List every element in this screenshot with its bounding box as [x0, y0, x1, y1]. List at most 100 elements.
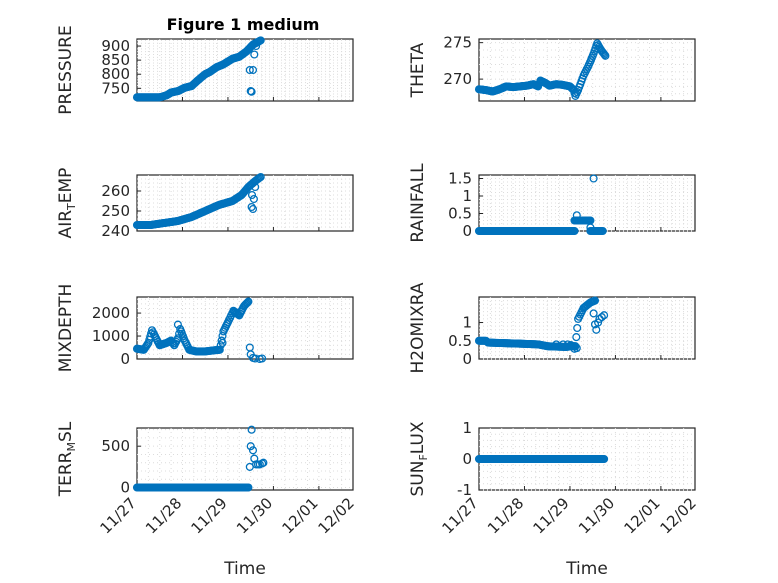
y-tick-label: 250 [101, 202, 130, 220]
data-point [559, 340, 568, 349]
y-tick-label: 0 [462, 450, 472, 468]
data-point [599, 49, 608, 58]
x-tick-label: 11/28 [142, 494, 185, 537]
data-point [246, 442, 255, 451]
x-tick-label: 11/30 [575, 494, 618, 537]
data-point [589, 174, 598, 183]
y-axis-label: PRESSURE [56, 25, 76, 114]
y-axis-label: THETA [408, 42, 428, 98]
figure-title: Figure 1 medium [167, 15, 320, 34]
y-tick-label: 500 [101, 437, 130, 455]
y-tick-label: 260 [101, 182, 130, 200]
data-point [572, 344, 581, 353]
y-tick-label: 900 [101, 37, 130, 55]
y-tick-label: 1.5 [448, 170, 472, 188]
data-point [600, 311, 609, 320]
y-tick-label: 0 [120, 350, 130, 368]
data-point [245, 65, 254, 75]
data-point [254, 174, 263, 183]
y-tick-label: 2000 [92, 304, 130, 322]
series-points [132, 172, 265, 230]
panel-row3-right: 00.51 H2OMIXRA [408, 282, 696, 374]
y-axis-label: TERRMSL [56, 421, 78, 497]
series-points [474, 174, 607, 236]
series-points [474, 454, 609, 464]
x-tick-label: 11/30 [233, 494, 276, 537]
data-point [259, 458, 268, 467]
y-tick-label: 850 [101, 51, 130, 69]
panel-top-right: 270 275 THETA [408, 34, 696, 102]
data-point [216, 341, 225, 350]
y-tick-label: 275 [443, 34, 472, 52]
y-axis-label: RAINFALL [408, 163, 428, 243]
data-point [218, 338, 227, 347]
data-point [574, 216, 584, 225]
series-points [132, 36, 265, 102]
data-point [243, 298, 252, 307]
data-point [247, 190, 257, 200]
x-tick-label: 11/28 [484, 494, 527, 537]
data-point [590, 296, 600, 305]
data-point [252, 41, 261, 51]
data-point [247, 87, 256, 96]
data-point [600, 454, 609, 464]
axes-frame [136, 427, 354, 491]
y-tick-label: -1 [457, 481, 472, 499]
y-tick-label: 750 [101, 79, 130, 97]
data-point [255, 173, 264, 182]
y-tick-label: 240 [101, 222, 130, 240]
data-point [249, 194, 258, 204]
y-tick-label: 1 [462, 419, 472, 437]
data-point [563, 340, 572, 349]
data-point [589, 309, 598, 318]
y-tick-label: 0.5 [448, 205, 472, 223]
data-point [572, 333, 581, 342]
x-tick-label: 11/29 [187, 494, 230, 537]
panel-row2-right: 00.511.5 RAINFALL [408, 163, 696, 243]
data-point [143, 340, 152, 349]
panel-row3-left: 0 1000 2000 MIXDEPTH [56, 284, 354, 372]
x-tick-label: 11/27 [439, 494, 482, 537]
y-tick-label: 1 [462, 187, 472, 205]
x-axis-label: Time [565, 559, 608, 579]
data-point [242, 299, 251, 308]
panel-row2-left: 240 250 260 AIRTEMP [56, 168, 354, 240]
data-point [600, 50, 609, 59]
data-point [251, 182, 260, 192]
series-points [474, 296, 609, 353]
data-point [594, 318, 603, 327]
series-points [132, 297, 267, 364]
data-point [256, 172, 265, 182]
x-axis-label: Time [223, 559, 266, 579]
data-point [173, 334, 182, 343]
y-tick-label: 0 [120, 479, 130, 497]
x-tick-label: 12/02 [657, 494, 700, 537]
y-tick-label: 0 [462, 222, 472, 240]
y-tick-label: 270 [443, 70, 472, 88]
data-point [586, 223, 595, 232]
data-point [598, 226, 607, 236]
x-tick-label: 11/27 [97, 494, 140, 537]
y-axis-label: AIRTEMP [56, 168, 78, 239]
data-point [247, 202, 256, 212]
y-tick-label: 1000 [92, 327, 130, 345]
data-point [244, 297, 253, 306]
y-tick-label: 1 [462, 314, 472, 332]
y-tick-label: 0.5 [448, 332, 472, 350]
data-point [258, 354, 267, 363]
data-point [573, 323, 582, 333]
series-points [474, 39, 610, 100]
data-point [601, 51, 610, 60]
data-point [570, 226, 579, 236]
data-point [247, 425, 256, 434]
data-point [597, 313, 606, 322]
data-point [250, 50, 259, 59]
x-tick-label: 12/01 [278, 494, 321, 537]
data-point [244, 483, 253, 492]
y-axis-label: SUNFLUX [408, 421, 430, 496]
y-tick-label: 800 [101, 65, 130, 83]
data-point [256, 36, 265, 45]
